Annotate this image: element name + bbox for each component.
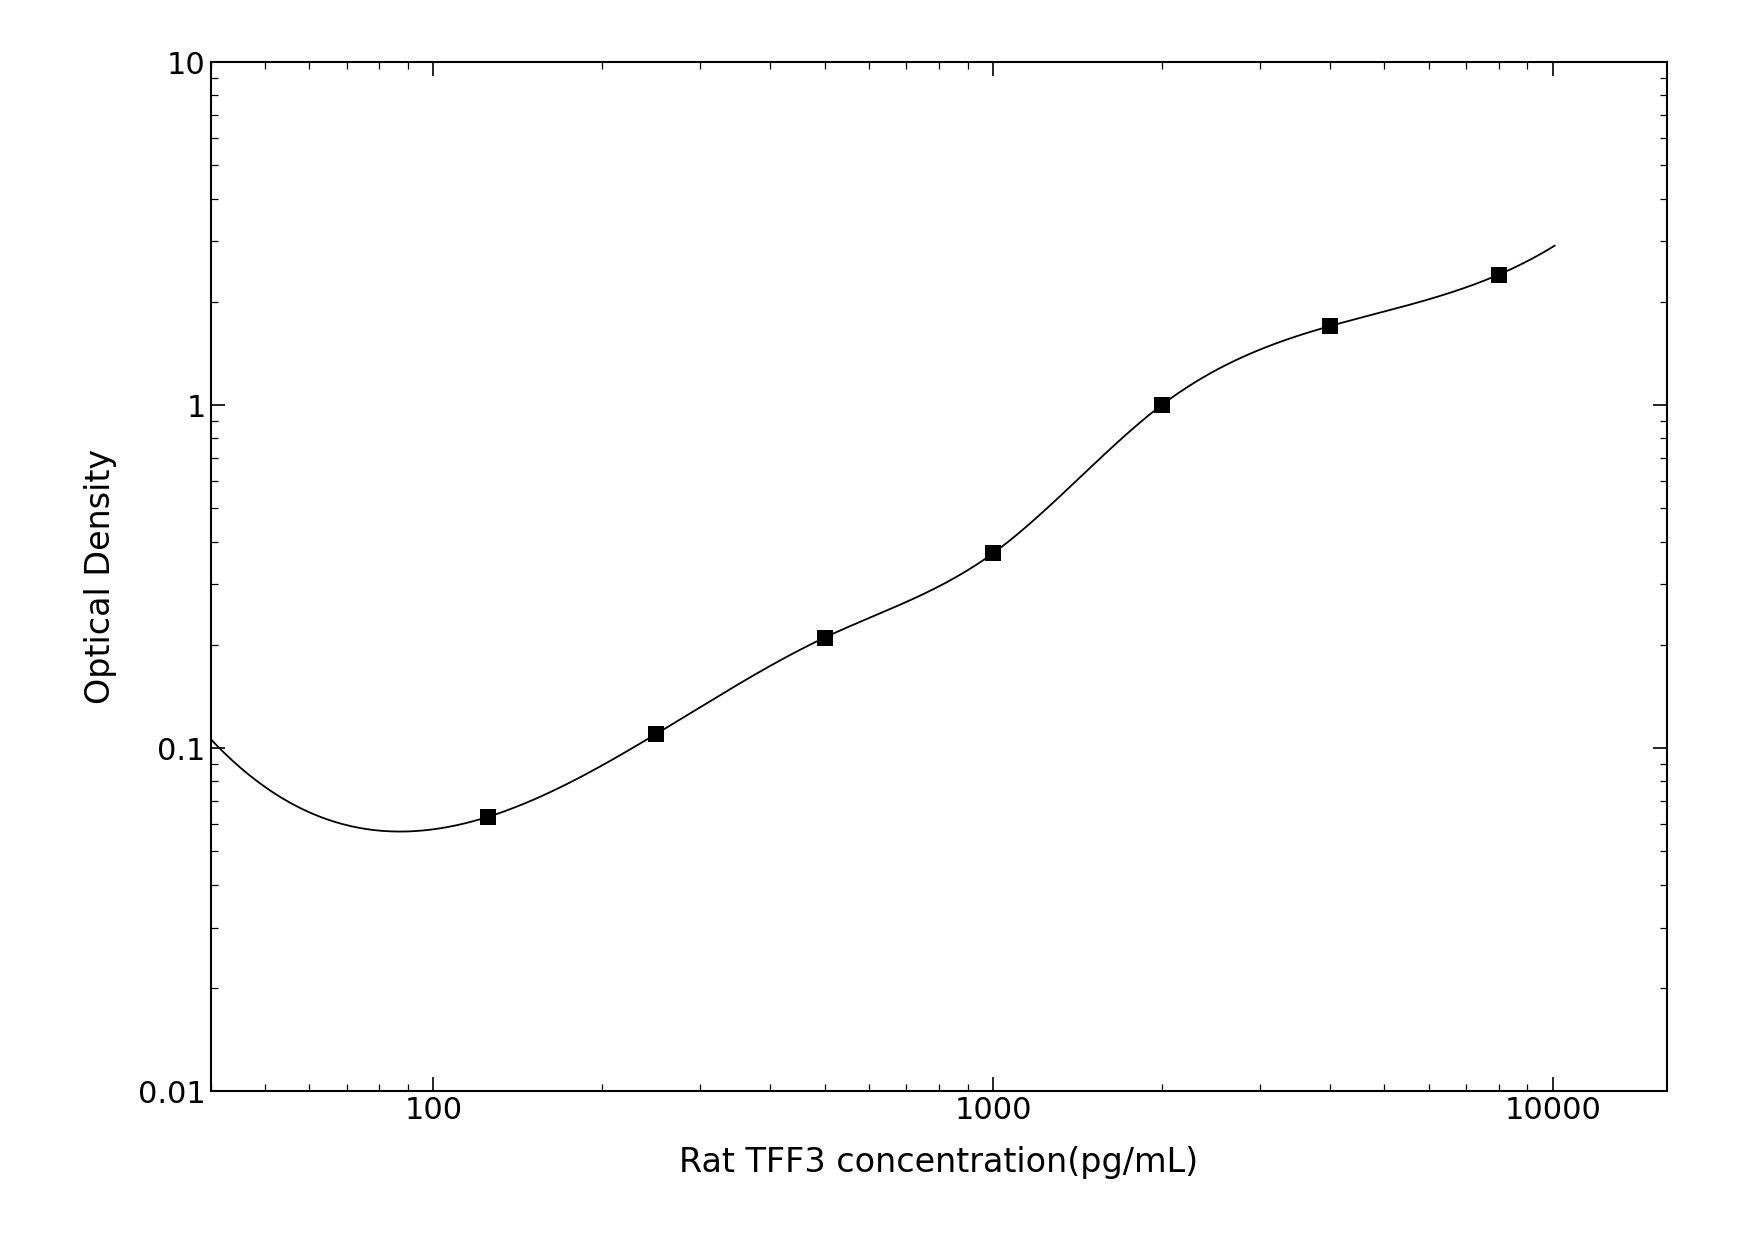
Point bbox=[1316, 316, 1344, 336]
Point bbox=[642, 724, 670, 744]
Y-axis label: Optical Density: Optical Density bbox=[84, 449, 118, 704]
X-axis label: Rat TFF3 concentration(pg/mL): Rat TFF3 concentration(pg/mL) bbox=[679, 1146, 1199, 1179]
Point bbox=[811, 627, 839, 647]
Point bbox=[474, 807, 502, 827]
Point bbox=[1485, 264, 1513, 284]
Point bbox=[979, 543, 1007, 563]
Point bbox=[1148, 396, 1176, 415]
